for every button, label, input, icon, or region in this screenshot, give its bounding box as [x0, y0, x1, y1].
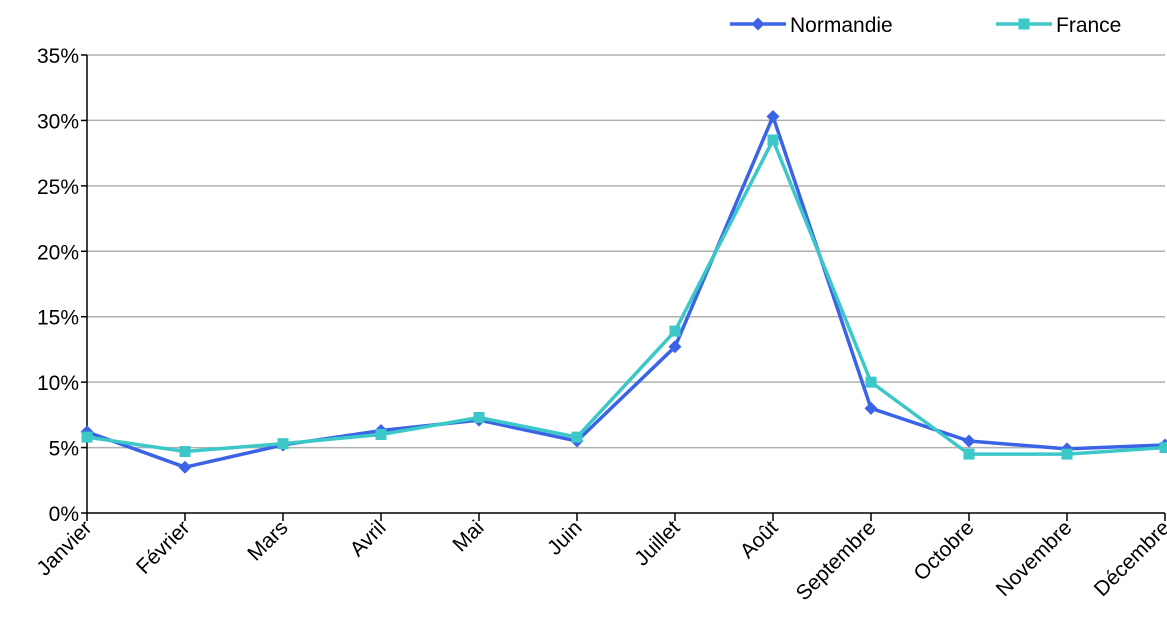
x-tick-label: Mars: [243, 516, 292, 565]
data-point: [1061, 448, 1073, 460]
y-tick-label: 0%: [49, 503, 79, 526]
axes: [81, 54, 1166, 521]
gridlines: [87, 54, 1165, 449]
data-point: [962, 434, 976, 448]
data-point: [178, 460, 192, 474]
data-point: [1159, 442, 1167, 454]
data-point: [865, 376, 877, 388]
x-tick-label: Décembre: [1090, 516, 1167, 601]
x-tick-label: Novembre: [992, 516, 1077, 601]
data-point: [766, 110, 780, 124]
data-point: [473, 411, 485, 423]
series-group: [80, 110, 1167, 474]
legend-item-normandie: Normandie: [730, 14, 893, 37]
x-tick-label: Avril: [346, 516, 391, 561]
series-line: [86, 138, 1166, 456]
legend-label: France: [1056, 14, 1121, 37]
data-point: [668, 340, 682, 354]
data-point: [375, 428, 387, 440]
data-point: [669, 325, 681, 337]
data-point: [81, 431, 93, 443]
legend: Normandie France: [730, 14, 1121, 37]
y-tick-label: 30%: [37, 110, 79, 133]
series-line: [86, 114, 1166, 469]
data-point: [963, 448, 975, 460]
x-tick-label: Septembre: [792, 516, 881, 605]
legend-marker: [1018, 18, 1030, 30]
data-point: [179, 445, 191, 457]
legend-marker: [751, 17, 765, 31]
series-france: [81, 134, 1167, 460]
legend-item-france: France: [996, 14, 1121, 37]
legend-label: Normandie: [790, 14, 893, 37]
data-point: [277, 438, 289, 450]
x-axis-tick-labels: Janvier Février Mars Avril Mai Juin Juillet Aoû…: [32, 516, 1167, 605]
x-tick-label: Février: [132, 516, 194, 578]
y-tick-label: 5%: [49, 438, 79, 461]
y-tick-label: 10%: [37, 372, 79, 395]
x-tick-label: Octobre: [909, 516, 978, 585]
x-tick-label: Juin: [543, 516, 587, 560]
y-tick-label: 20%: [37, 241, 79, 264]
y-axis-tick-labels: 0% 5% 10% 15% 20% 25% 30% 35%: [37, 45, 79, 526]
y-tick-label: 15%: [37, 307, 79, 330]
data-point: [864, 401, 878, 415]
series-normandie: [80, 110, 1167, 474]
y-tick-label: 25%: [37, 176, 79, 199]
data-point: [571, 431, 583, 443]
data-point: [767, 134, 779, 146]
x-tick-label: Mai: [448, 516, 488, 556]
x-tick-label: Juillet: [630, 516, 684, 570]
y-tick-label: 35%: [37, 45, 79, 68]
x-tick-label: Août: [736, 516, 783, 563]
